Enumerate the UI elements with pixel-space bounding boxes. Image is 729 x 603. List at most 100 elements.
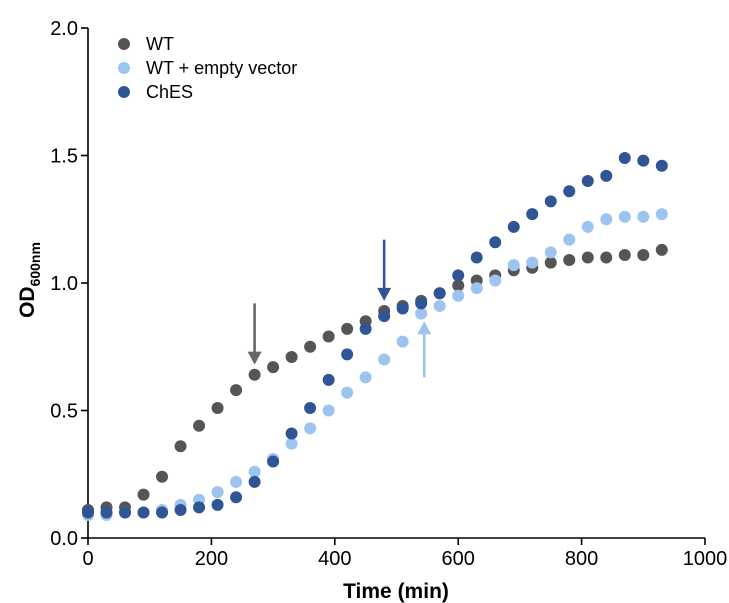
data-point (470, 282, 483, 295)
y-tick-label: 1.5 (50, 146, 78, 168)
series-2 (82, 152, 668, 519)
y-tick-label: 0.0 (50, 528, 78, 550)
data-point (341, 322, 354, 335)
data-point (341, 386, 354, 399)
data-point (82, 506, 94, 519)
data-point (600, 169, 613, 182)
data-point (322, 373, 335, 386)
data-point (359, 371, 372, 384)
data-point (581, 175, 594, 187)
data-point (396, 335, 409, 348)
data-points (82, 152, 668, 522)
data-point (507, 220, 520, 233)
x-tick-label: 400 (318, 548, 351, 570)
data-point (322, 404, 335, 417)
data-point (415, 307, 428, 320)
axes: 0 200 400 600 800 1000 0.0 0.5 1.0 1.5 2.0 (50, 18, 727, 570)
y-tick-label: 1.0 (50, 273, 78, 295)
legend: WT WT + empty vector ChES (118, 34, 297, 102)
x-tick-label: 1000 (683, 548, 728, 570)
annotation-arrow-down (377, 239, 392, 301)
data-point (489, 236, 502, 249)
legend-label: ChES (146, 82, 193, 102)
data-point (489, 274, 502, 287)
data-point (211, 401, 224, 414)
annotation-arrow-down (247, 303, 262, 365)
y-axis-title-main: OD (16, 286, 39, 318)
data-point (267, 455, 280, 468)
data-point (415, 297, 428, 310)
data-point (230, 475, 243, 488)
data-point (359, 322, 372, 335)
data-point (600, 251, 613, 264)
data-point (304, 422, 317, 435)
data-point (544, 256, 557, 269)
data-point (433, 299, 446, 312)
data-point (304, 340, 317, 353)
data-point (248, 475, 261, 488)
data-point (230, 491, 243, 504)
x-tick-label: 800 (565, 548, 598, 570)
y-axis-title-sub: 600nm (27, 242, 43, 286)
data-point (322, 330, 335, 343)
annotations (247, 239, 432, 378)
data-point (211, 498, 224, 511)
data-point (452, 279, 465, 292)
data-point (637, 248, 650, 261)
data-point (396, 302, 409, 315)
data-point (230, 384, 243, 397)
data-point (304, 401, 317, 414)
data-point (637, 154, 650, 167)
data-point (618, 152, 631, 165)
data-point (248, 368, 261, 381)
data-point (526, 256, 539, 269)
y-tick-label: 0.5 (50, 401, 78, 423)
data-point (433, 287, 446, 300)
series-0 (82, 243, 668, 516)
legend-marker (118, 38, 130, 50)
data-point (581, 251, 594, 264)
x-tick-label: 600 (442, 548, 475, 570)
data-point (137, 506, 150, 519)
data-point (193, 419, 206, 432)
data-point (655, 208, 668, 221)
data-point (563, 254, 576, 267)
x-tick-label: 0 (82, 548, 93, 570)
series-1 (82, 208, 668, 522)
data-point (211, 486, 224, 499)
data-point (544, 246, 557, 259)
legend-marker (118, 86, 130, 98)
x-tick-label: 200 (195, 548, 228, 570)
data-point (100, 506, 113, 519)
data-point (470, 251, 483, 264)
data-point (341, 348, 354, 361)
data-point (267, 361, 280, 374)
data-point (378, 353, 391, 366)
data-point (618, 210, 631, 223)
data-point (452, 289, 465, 302)
data-point (119, 506, 132, 519)
data-point (452, 269, 465, 282)
data-point (174, 503, 187, 516)
data-point (618, 248, 631, 261)
data-point (156, 470, 169, 483)
data-point (174, 440, 187, 453)
data-point (193, 501, 206, 514)
data-point (563, 185, 576, 198)
data-point (378, 310, 391, 323)
data-point (544, 195, 557, 208)
y-tick-label: 2.0 (50, 18, 78, 40)
data-point (285, 427, 298, 440)
data-point (581, 220, 594, 233)
data-point (637, 210, 650, 223)
data-point (600, 213, 613, 226)
data-point (285, 437, 298, 450)
annotation-arrow-up (417, 321, 432, 378)
data-point (655, 159, 668, 172)
y-axis-title: OD600nm (16, 242, 43, 318)
legend-label: WT + empty vector (146, 58, 297, 78)
data-point (655, 243, 668, 256)
data-point (285, 350, 298, 363)
legend-label: WT (146, 34, 174, 54)
